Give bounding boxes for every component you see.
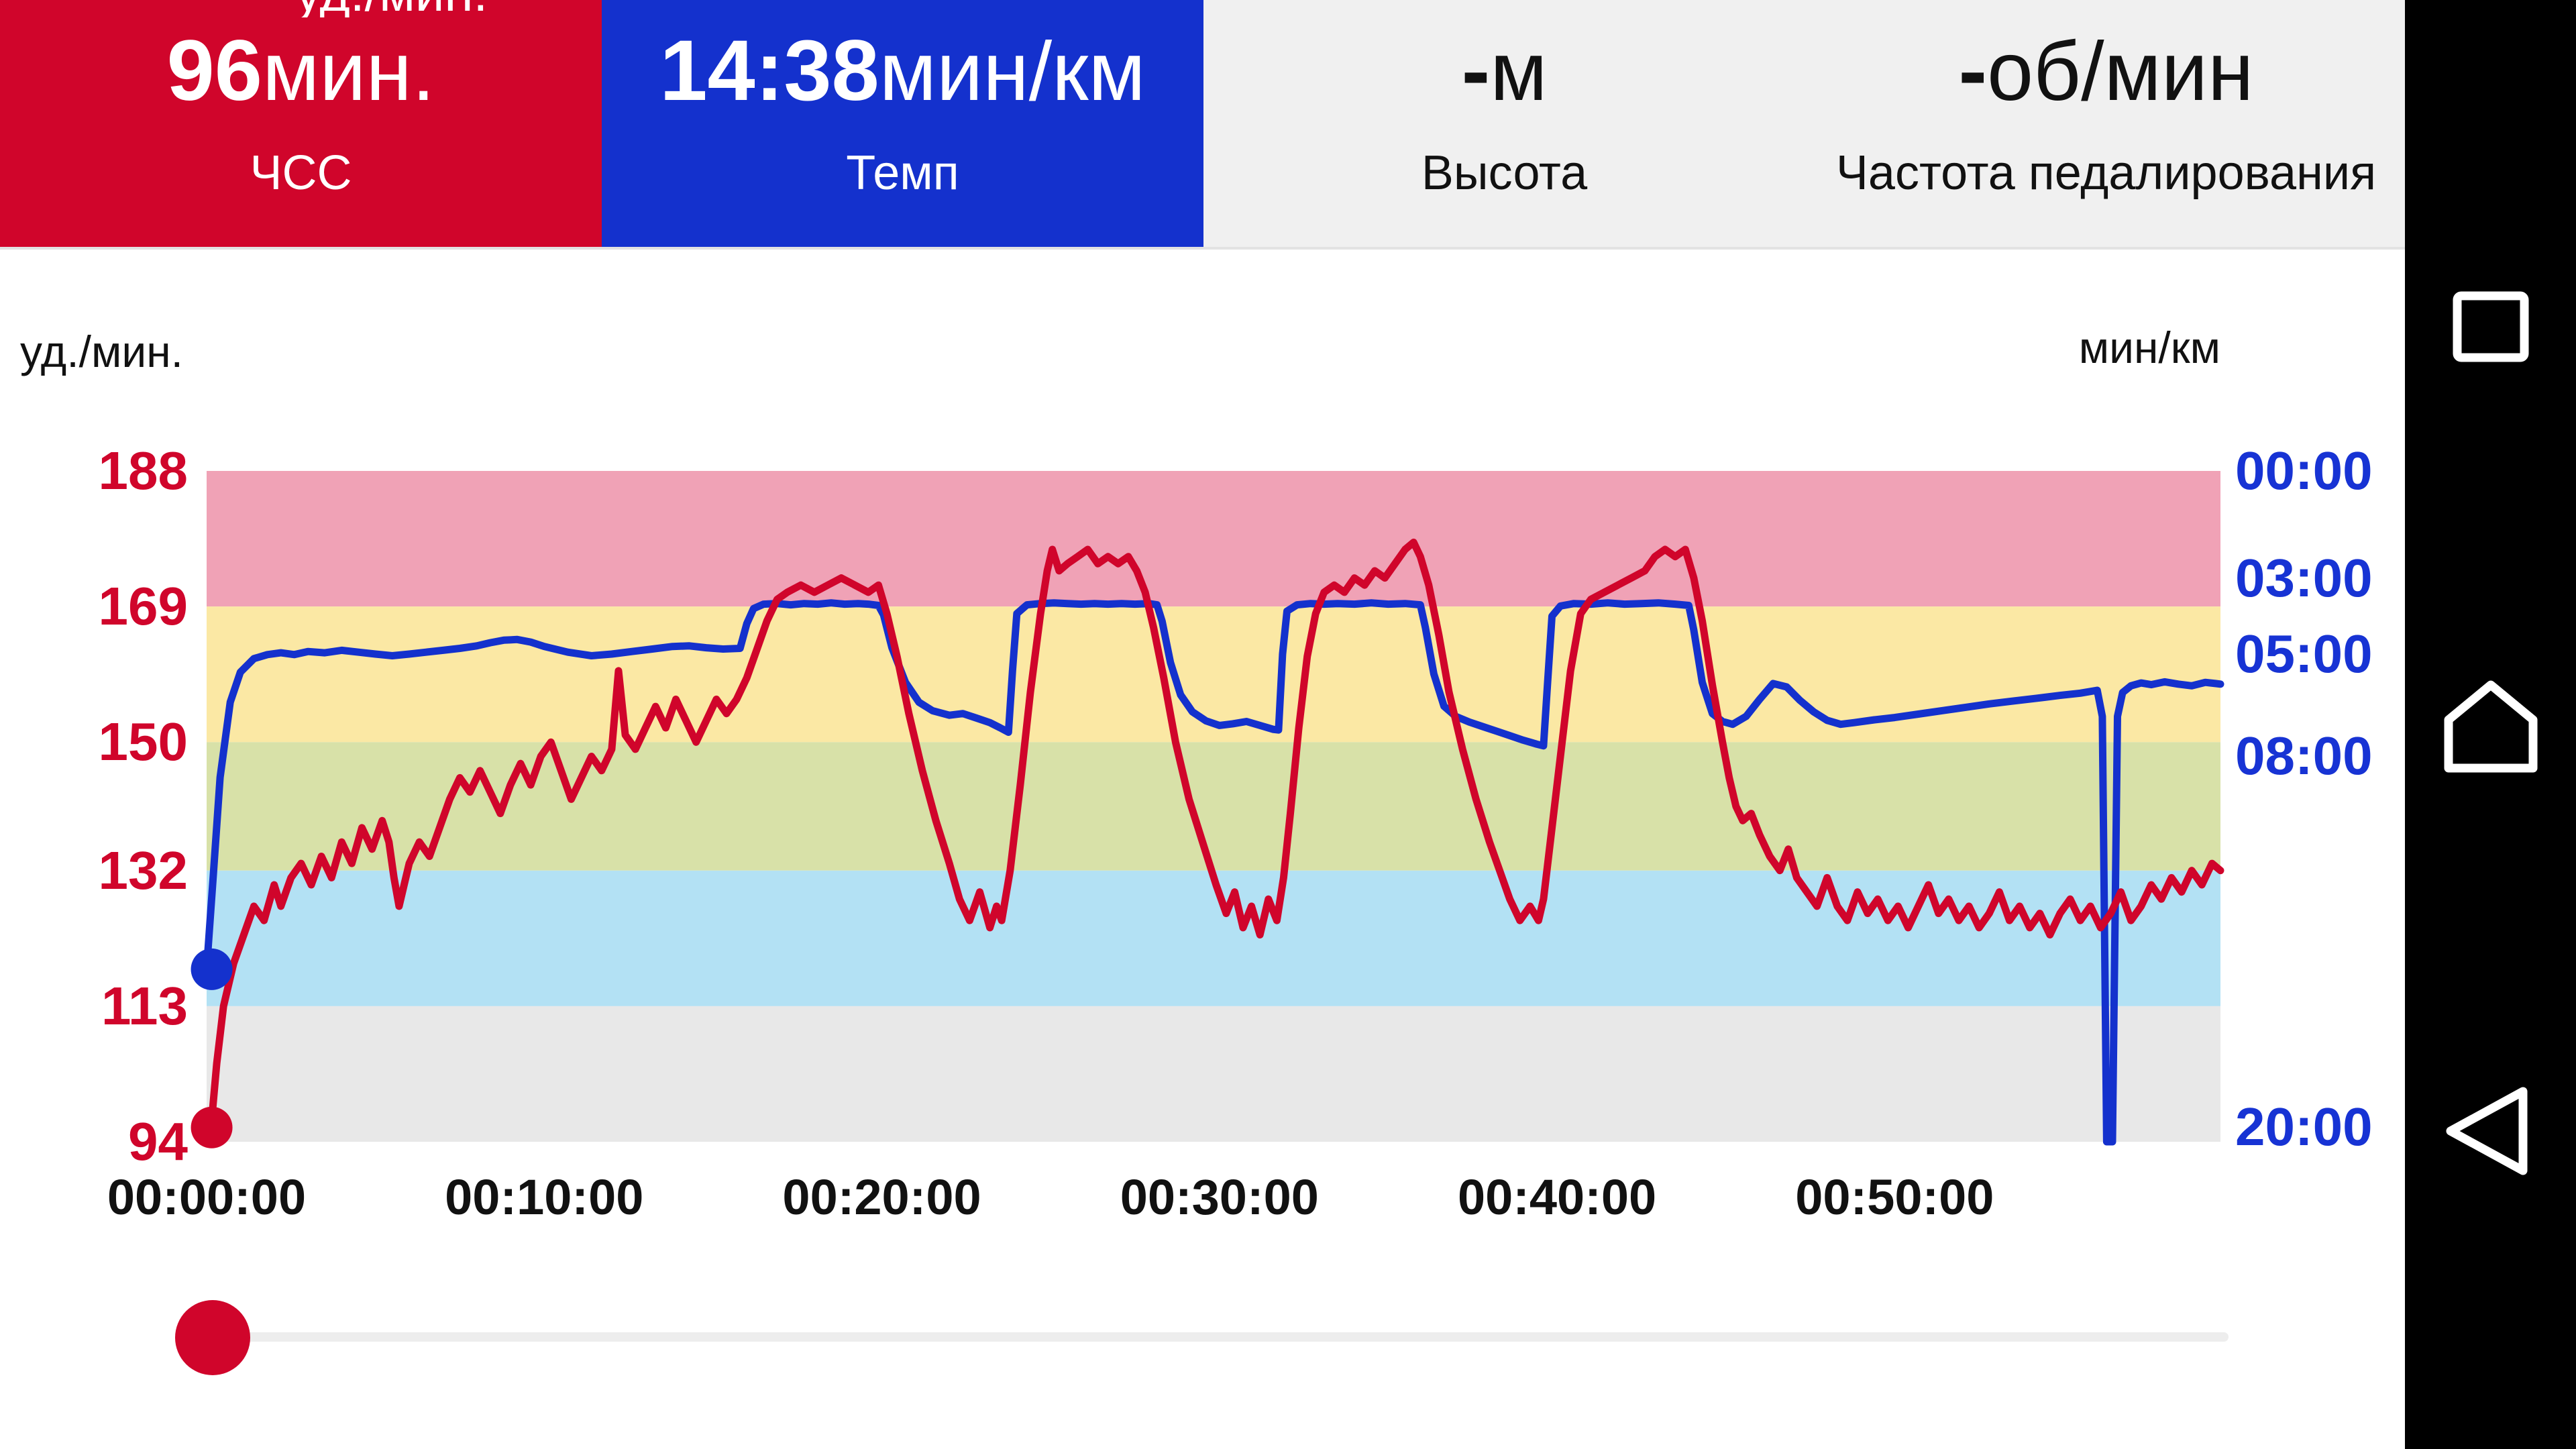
- pace-unit: мин/км: [879, 25, 1146, 118]
- heart-rate-value-row: 96 мин.: [167, 17, 435, 140]
- heart-rate-value: 96: [166, 23, 262, 119]
- home-button[interactable]: [2405, 627, 2576, 828]
- chart-area: уд./мин. мин/км: [0, 247, 2405, 1387]
- hr-start-marker: [191, 1106, 233, 1148]
- pace-line: [203, 599, 2224, 1146]
- chart-plot[interactable]: [191, 471, 2224, 1148]
- left-axis-unit-label: уд./мин.: [20, 327, 184, 376]
- recents-button[interactable]: [2405, 226, 2576, 427]
- scrub-slider-track[interactable]: [208, 1332, 2229, 1342]
- cadence-value-row: - об/мин: [1958, 17, 2253, 140]
- tab-pace[interactable]: 14:38 мин/км Темп: [602, 0, 1203, 247]
- scrub-slider-handle[interactable]: [175, 1300, 250, 1375]
- recents-icon: [2453, 291, 2528, 362]
- heart-rate-unit: мин.: [262, 25, 435, 118]
- back-button[interactable]: [2405, 1030, 2576, 1232]
- hr-zone-band: [207, 742, 2220, 871]
- altitude-value: -: [1461, 23, 1491, 119]
- altitude-value-row: -м: [1462, 17, 1548, 140]
- hr-zone-band: [207, 1006, 2220, 1142]
- back-icon: [2446, 1087, 2527, 1175]
- header-divider: [0, 247, 2405, 250]
- pace-tab-label: Темп: [846, 146, 959, 200]
- cadence-unit: об/мин: [1987, 25, 2254, 118]
- hr-zone-band: [207, 870, 2220, 1006]
- hr-line: [203, 538, 2224, 1132]
- tab-cadence[interactable]: - об/мин Частота педалирования: [1805, 0, 2407, 247]
- tab-altitude[interactable]: -м Высота: [1203, 0, 1805, 247]
- pace-value-row: 14:38 мин/км: [659, 17, 1145, 140]
- home-icon: [2444, 680, 2537, 773]
- pace-start-marker: [191, 948, 233, 990]
- right-axis-unit-label: мин/км: [2078, 323, 2220, 372]
- heart-rate-tab-label: ЧСС: [250, 146, 352, 200]
- altitude-tab-label: Высота: [1421, 146, 1588, 200]
- altitude-unit: м: [1490, 25, 1548, 118]
- hr-zone-band: [207, 471, 2220, 607]
- pace-value: 14:38: [659, 23, 879, 119]
- cadence-tab-label: Частота педалирования: [1835, 146, 2377, 200]
- cadence-value: -: [1958, 23, 1988, 119]
- tab-heart-rate[interactable]: 96 мин. ЧСС: [0, 0, 602, 247]
- android-nav-bar: [2405, 0, 2576, 1449]
